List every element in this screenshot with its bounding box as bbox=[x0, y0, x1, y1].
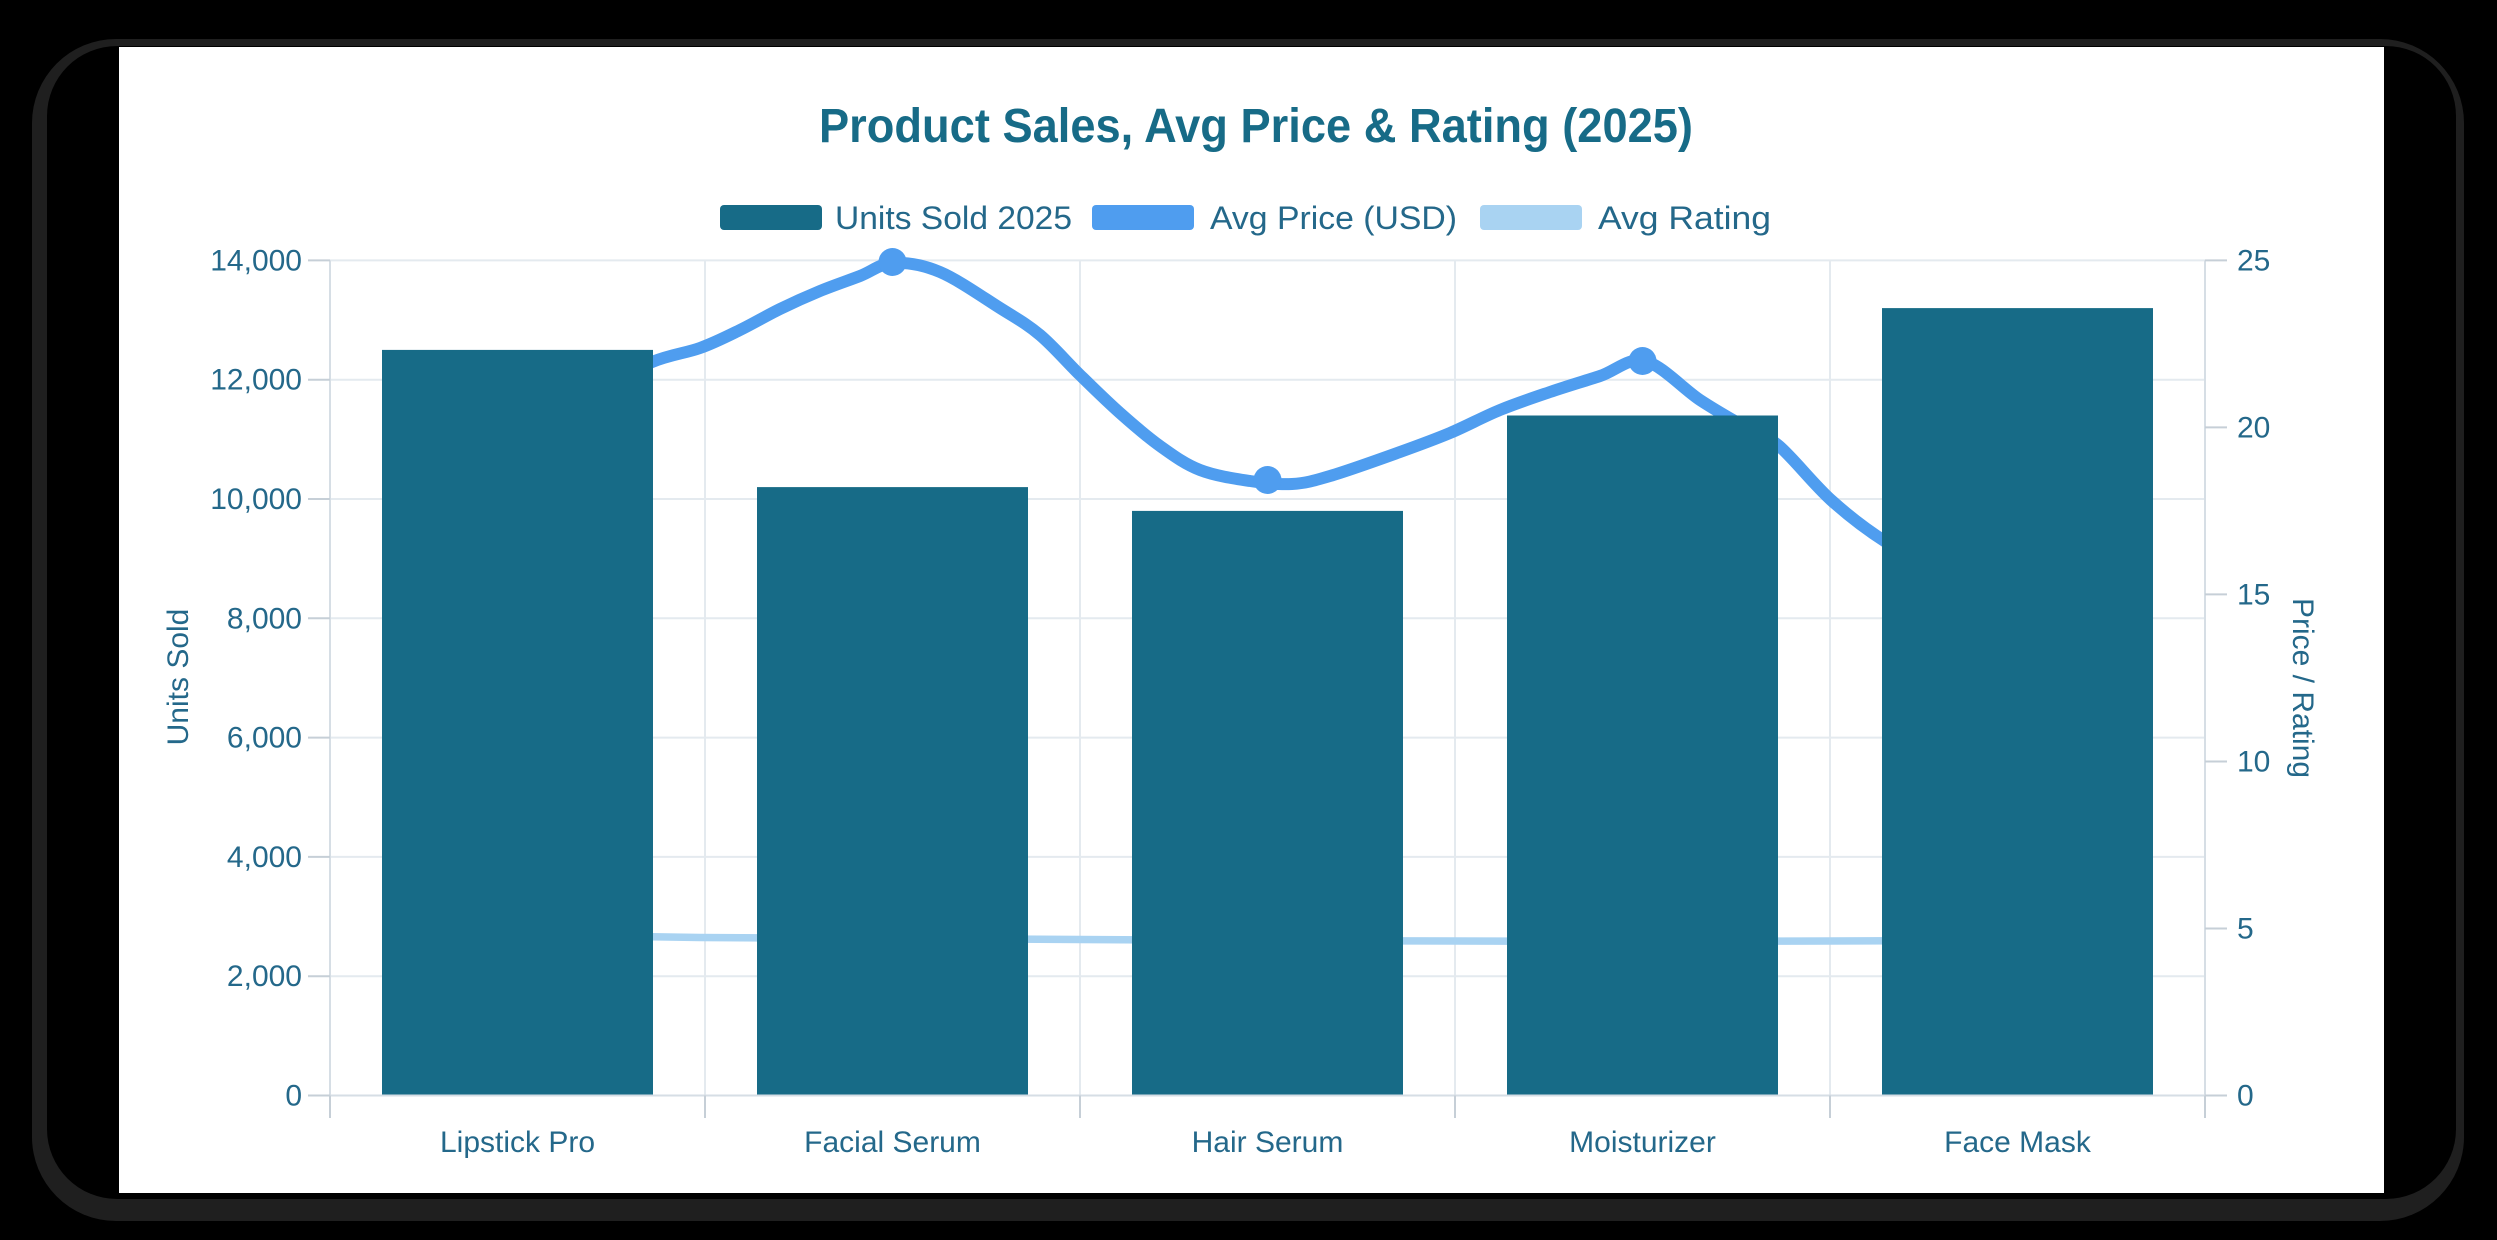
svg-text:Avg Rating: Avg Rating bbox=[1598, 200, 1771, 236]
svg-text:10: 10 bbox=[2237, 746, 2270, 779]
svg-text:12,000: 12,000 bbox=[210, 364, 302, 397]
svg-text:Face Mask: Face Mask bbox=[1944, 1126, 2092, 1159]
svg-text:6,000: 6,000 bbox=[227, 722, 302, 755]
svg-text:8,000: 8,000 bbox=[227, 602, 302, 635]
svg-text:10,000: 10,000 bbox=[210, 483, 302, 516]
svg-text:Avg Price (USD): Avg Price (USD) bbox=[1210, 200, 1457, 236]
svg-text:2,000: 2,000 bbox=[227, 960, 302, 993]
svg-text:Hair Serum: Hair Serum bbox=[1192, 1126, 1344, 1159]
svg-text:14,000: 14,000 bbox=[210, 244, 302, 277]
svg-text:Lipstick Pro: Lipstick Pro bbox=[440, 1126, 595, 1159]
svg-text:0: 0 bbox=[285, 1080, 302, 1113]
svg-text:4,000: 4,000 bbox=[227, 841, 302, 874]
svg-text:Units Sold: Units Sold bbox=[162, 609, 195, 746]
svg-text:Product Sales, Avg Price & Rat: Product Sales, Avg Price & Rating (2025) bbox=[819, 100, 1693, 153]
svg-text:Units Sold 2025: Units Sold 2025 bbox=[835, 200, 1072, 236]
svg-text:20: 20 bbox=[2237, 411, 2270, 444]
svg-text:5: 5 bbox=[2237, 913, 2254, 946]
svg-text:15: 15 bbox=[2237, 578, 2270, 611]
svg-text:Facial Serum: Facial Serum bbox=[804, 1126, 981, 1159]
svg-text:25: 25 bbox=[2237, 244, 2270, 277]
svg-text:Price / Rating: Price / Rating bbox=[2286, 598, 2319, 778]
svg-text:0: 0 bbox=[2237, 1080, 2254, 1113]
svg-text:Moisturizer: Moisturizer bbox=[1569, 1126, 1716, 1159]
